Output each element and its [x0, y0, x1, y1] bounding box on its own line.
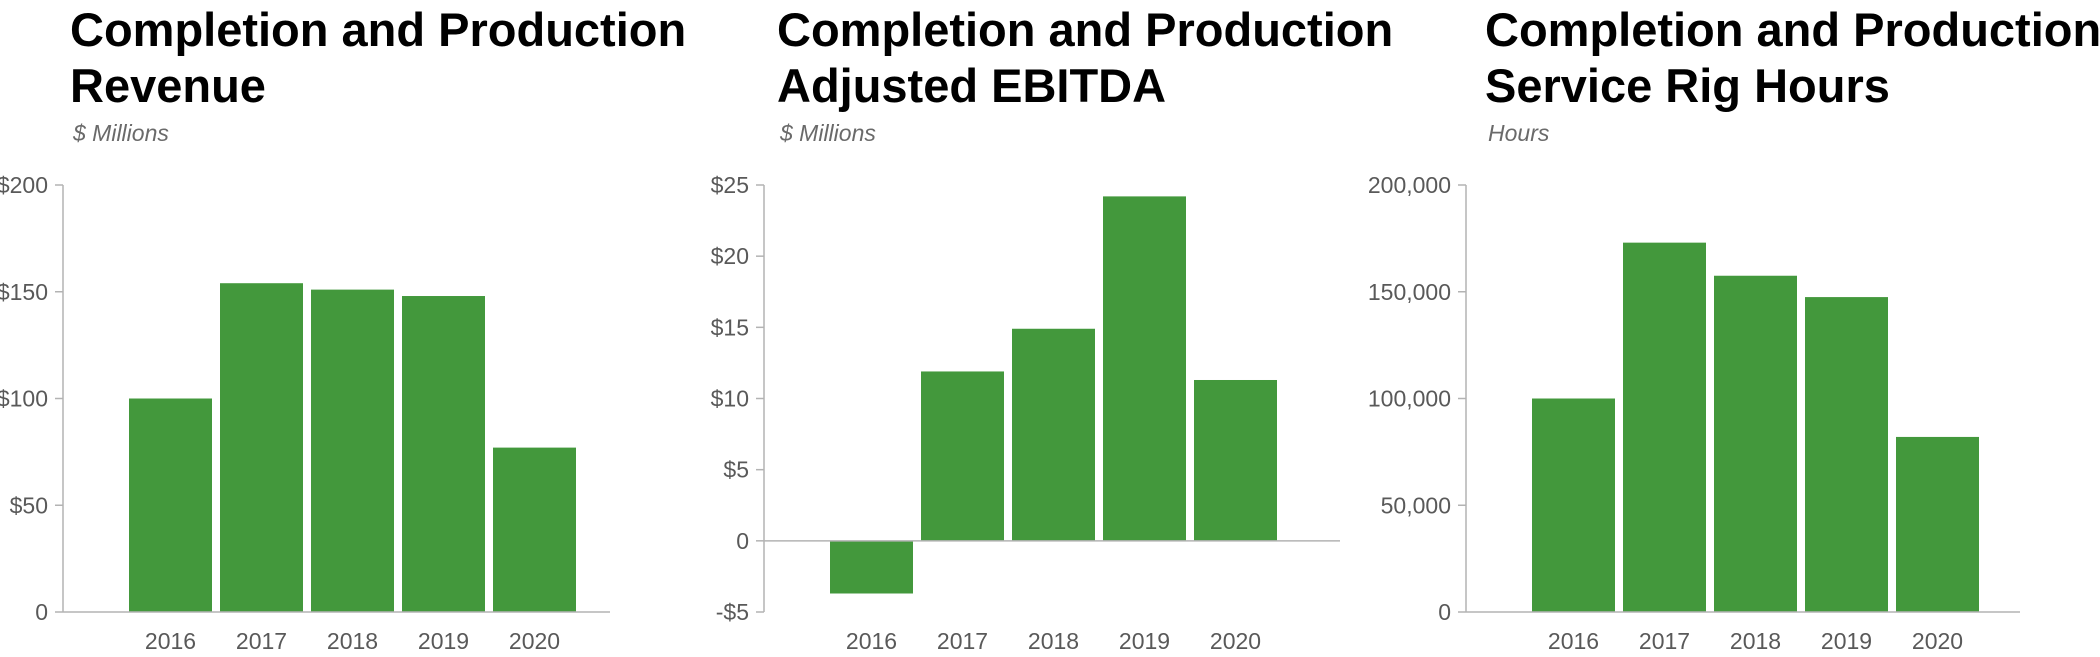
bar-2017 — [1623, 242, 1706, 612]
y-tick-label: 50,000 — [1381, 492, 1451, 518]
x-tick-label: 2019 — [1821, 628, 1872, 654]
y-tick-label: -$5 — [716, 599, 749, 625]
y-tick-label: $150 — [0, 279, 48, 305]
bar-2019 — [402, 296, 485, 612]
revenue-bar-chart: 0 $50 $100 $150 $200 2016 2017 2018 2019 2020 — [0, 172, 610, 654]
bar-2016 — [830, 540, 913, 594]
chart-title-line-2: Revenue — [70, 59, 266, 112]
bar-2018 — [1012, 328, 1095, 541]
y-tick-label: 200,000 — [1368, 172, 1451, 198]
chart-title-line-1: Completion and Production — [70, 3, 687, 56]
chart-title-line-1: Completion and Production — [1485, 3, 2100, 56]
y-tick-label: 0 — [736, 528, 749, 554]
x-tick-label: 2018 — [1028, 628, 1079, 654]
chart-title-line-1: Completion and Production — [777, 3, 1394, 56]
chart-title: Completion and Production Revenue — [70, 2, 686, 114]
rig-hours-bar-chart: 0 50,000 100,000 150,000 200,000 2016 2017 2018… — [1368, 172, 2020, 654]
chart-title-line-2: Adjusted EBITDA — [777, 59, 1167, 112]
x-tick-label: 2016 — [145, 628, 196, 654]
bar-2020 — [1194, 379, 1277, 541]
bar-2017 — [220, 283, 303, 612]
chart-unit-label: Hours — [1488, 120, 1550, 146]
y-tick-label: $50 — [10, 492, 48, 518]
x-tick-label: 2019 — [418, 628, 469, 654]
x-tick-label: 2020 — [1912, 628, 1963, 654]
x-tick-label: 2020 — [1210, 628, 1261, 654]
y-tick-label: 150,000 — [1368, 279, 1451, 305]
chart-title-line-2: Service Rig Hours — [1485, 59, 1890, 112]
x-tick-label: 2019 — [1119, 628, 1170, 654]
y-tick-label: 100,000 — [1368, 386, 1451, 412]
y-tick-label: $20 — [711, 243, 749, 269]
x-tick-label: 2017 — [236, 628, 287, 654]
chart-title: Completion and Production Service Rig Ho… — [1485, 2, 2100, 114]
bar-2016 — [129, 398, 212, 612]
y-tick-label: $25 — [711, 172, 749, 198]
x-tick-label: 2017 — [1639, 628, 1690, 654]
bar-2018 — [1714, 275, 1797, 612]
rig-hours-chart-panel: Completion and Production Service Rig Ho… — [1368, 0, 2100, 657]
bar-2019 — [1805, 297, 1888, 612]
y-tick-label: $10 — [711, 386, 749, 412]
bar-2016 — [1532, 398, 1615, 612]
chart-unit-label: $ Millions — [73, 120, 169, 146]
x-tick-label: 2018 — [327, 628, 378, 654]
ebitda-bar-chart: -$5 0 $5 $10 $15 $20 $25 2016 2017 2018 2019 2020 — [711, 172, 1340, 654]
bar-2017 — [921, 371, 1004, 541]
x-tick-label: 2018 — [1730, 628, 1781, 654]
y-tick-label: 0 — [1438, 599, 1451, 625]
y-tick-label: 0 — [35, 599, 48, 625]
x-tick-label: 2020 — [509, 628, 560, 654]
bar-2019 — [1103, 196, 1186, 541]
bar-2018 — [311, 289, 394, 612]
x-tick-label: 2016 — [1548, 628, 1599, 654]
revenue-chart-panel: Completion and Production Revenue $ Mill… — [0, 0, 700, 657]
ebitda-chart-panel: Completion and Production Adjusted EBITD… — [700, 0, 1400, 657]
bar-2020 — [493, 447, 576, 612]
bar-2020 — [1896, 436, 1979, 612]
y-tick-label: $5 — [723, 457, 749, 483]
chart-unit-label: $ Millions — [780, 120, 876, 146]
y-tick-label: $100 — [0, 386, 48, 412]
y-tick-label: $15 — [711, 314, 749, 340]
x-tick-label: 2017 — [937, 628, 988, 654]
chart-title: Completion and Production Adjusted EBITD… — [777, 2, 1393, 114]
x-tick-label: 2016 — [846, 628, 897, 654]
y-tick-label: $200 — [0, 172, 48, 198]
